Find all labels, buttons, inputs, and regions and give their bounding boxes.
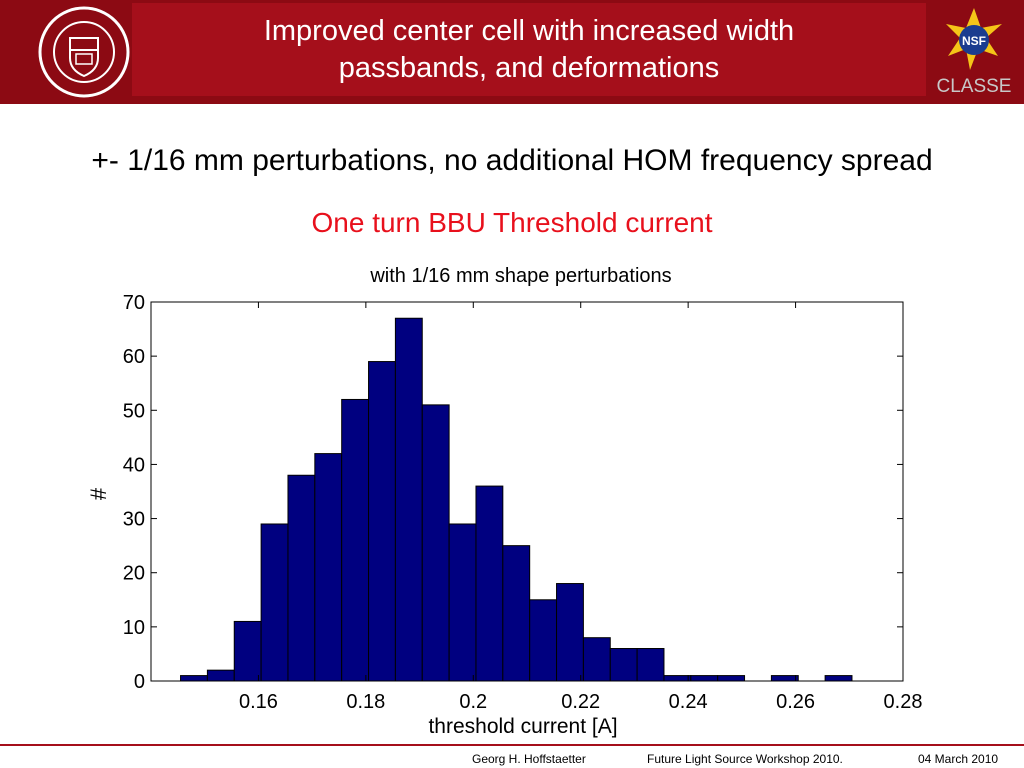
histogram-bar — [341, 398, 370, 682]
y-axis-label: # — [86, 487, 111, 500]
chart-heading: One turn BBU Threshold current — [311, 207, 713, 238]
footer-event: Future Light Source Workshop 2010. — [647, 752, 843, 766]
histogram-bar — [368, 361, 396, 682]
y-tick-label: 40 — [123, 454, 145, 476]
histogram-bar — [287, 474, 316, 682]
histogram-bar — [260, 523, 289, 682]
histogram-bar — [502, 545, 531, 682]
cornell-seal-icon — [38, 6, 130, 98]
nsf-logo-text: NSF — [962, 34, 986, 48]
x-tick-label: 0.26 — [776, 691, 815, 713]
histogram-bar — [770, 675, 799, 682]
histogram-bar — [475, 485, 504, 682]
title-line-2: passbands, and deformations — [338, 52, 720, 84]
histogram-bar — [448, 523, 477, 682]
histogram-bar — [690, 675, 719, 682]
nsf-logo-icon: NSF — [946, 8, 1002, 70]
histogram-chart: with 1/16 mm shape perturbations 0.16 0.1… — [86, 265, 923, 738]
slide-title: Improved center cell with increased widt… — [132, 13, 926, 87]
x-tick-label: 0.18 — [346, 691, 385, 713]
y-tick-label: 20 — [123, 563, 145, 585]
bars-group — [180, 317, 853, 682]
title-box: Improved center cell with increased widt… — [132, 3, 926, 96]
x-tick-label: 0.24 — [669, 691, 708, 713]
header-bar: Improved center cell with increased widt… — [0, 0, 1024, 104]
slide-subtitle: +- 1/16 mm perturbations, no additional … — [91, 144, 933, 177]
y-tick-label: 60 — [123, 346, 145, 368]
y-tick-label: 30 — [123, 509, 145, 531]
y-tick-label: 50 — [123, 400, 145, 422]
y-tick-label: 10 — [123, 617, 145, 639]
y-tick-label: 0 — [134, 671, 145, 693]
x-tick-label: 0.16 — [239, 691, 278, 713]
x-axis-label: threshold current [A] — [428, 715, 617, 738]
x-tick-label: 0.2 — [459, 691, 487, 713]
chart-title: with 1/16 mm shape perturbations — [369, 265, 671, 287]
histogram-bar — [582, 637, 611, 682]
x-tick-label: 0.22 — [561, 691, 600, 713]
footer-date: 04 March 2010 — [918, 752, 999, 766]
footer-author: Georg H. Hoffstaetter — [472, 752, 586, 766]
histogram-bar — [824, 675, 853, 682]
y-tick-label: 70 — [123, 292, 145, 314]
histogram-bar — [529, 599, 558, 682]
classe-logo-text: CLASSE — [936, 76, 1012, 97]
title-line-1: Improved center cell with increased widt… — [263, 15, 795, 47]
histogram-bar — [421, 404, 450, 682]
histogram-bar — [636, 648, 665, 682]
ticks-group: 0.16 0.18 0.2 0.22 0.24 0.26 0.28 0 10 20 30 40 50 60… — [123, 292, 923, 713]
histogram-bar — [717, 675, 746, 682]
histogram-bar — [556, 583, 584, 682]
histogram-bar — [609, 648, 638, 682]
histogram-bar — [394, 317, 423, 682]
x-tick-label: 0.28 — [884, 691, 923, 713]
histogram-bar — [206, 669, 235, 682]
histogram-bar — [663, 675, 692, 682]
histogram-bar — [314, 453, 343, 682]
histogram-bar — [233, 620, 262, 682]
histogram-bar — [180, 675, 208, 682]
footer-divider — [0, 744, 1024, 746]
